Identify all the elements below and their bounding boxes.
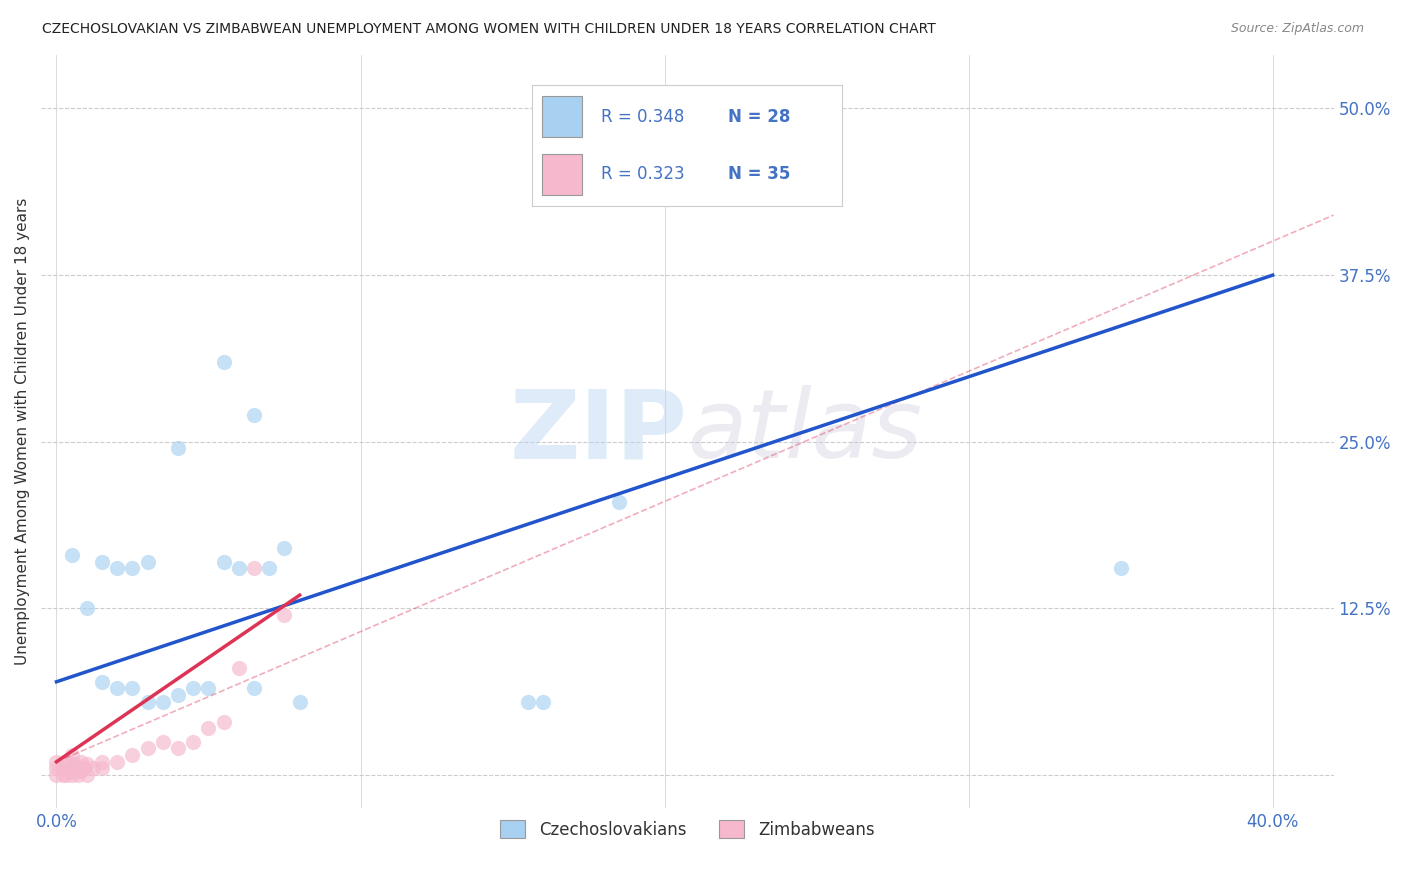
Point [167, 688, 190, 702]
Point [136, 741, 159, 756]
Point [531, 695, 554, 709]
Point [45, 768, 67, 782]
Point [69, 764, 91, 778]
Point [45, 761, 67, 775]
Point [243, 561, 266, 575]
Point [45, 755, 67, 769]
Point [60, 748, 83, 763]
Point [63, 764, 86, 778]
Point [55, 757, 77, 772]
Point [105, 561, 128, 575]
Point [136, 695, 159, 709]
Point [91, 755, 114, 769]
Point [607, 495, 630, 509]
Point [60, 768, 83, 782]
Point [76, 768, 98, 782]
Point [91, 761, 114, 775]
Point [136, 555, 159, 569]
Point [82, 761, 104, 775]
Point [167, 741, 190, 756]
Point [58, 755, 80, 769]
Point [152, 735, 174, 749]
Point [69, 755, 91, 769]
Point [167, 442, 190, 456]
Point [212, 355, 235, 369]
Point [259, 561, 281, 575]
Point [121, 748, 143, 763]
Point [63, 757, 86, 772]
Point [91, 555, 114, 569]
Point [60, 548, 83, 562]
Point [197, 681, 219, 696]
Point [66, 761, 89, 775]
Point [683, 161, 706, 176]
Point [516, 695, 538, 709]
Point [105, 681, 128, 696]
Point [51, 768, 73, 782]
Point [243, 408, 266, 422]
Point [243, 681, 266, 696]
Point [228, 561, 250, 575]
Point [73, 761, 96, 775]
Legend: Czechoslovakians, Zimbabweans: Czechoslovakians, Zimbabweans [494, 814, 882, 846]
Point [181, 681, 204, 696]
Text: ZIP: ZIP [509, 385, 688, 478]
Y-axis label: Unemployment Among Women with Children Under 18 years: Unemployment Among Women with Children U… [15, 198, 30, 665]
Point [273, 608, 295, 623]
Point [197, 722, 219, 736]
Point [152, 695, 174, 709]
Text: Source: ZipAtlas.com: Source: ZipAtlas.com [1230, 22, 1364, 36]
Point [228, 661, 250, 675]
Point [121, 681, 143, 696]
Point [212, 714, 235, 729]
Point [76, 601, 98, 615]
Point [121, 561, 143, 575]
Point [58, 764, 80, 778]
Point [55, 768, 77, 782]
Point [1109, 561, 1132, 575]
Point [288, 695, 311, 709]
Point [66, 768, 89, 782]
Point [105, 755, 128, 769]
Point [273, 541, 295, 556]
Point [212, 555, 235, 569]
Text: CZECHOSLOVAKIAN VS ZIMBABWEAN UNEMPLOYMENT AMONG WOMEN WITH CHILDREN UNDER 18 YE: CZECHOSLOVAKIAN VS ZIMBABWEAN UNEMPLOYME… [42, 22, 936, 37]
Text: atlas: atlas [688, 385, 922, 478]
Point [60, 761, 83, 775]
Point [91, 674, 114, 689]
Point [181, 735, 204, 749]
Point [51, 761, 73, 775]
Point [76, 757, 98, 772]
